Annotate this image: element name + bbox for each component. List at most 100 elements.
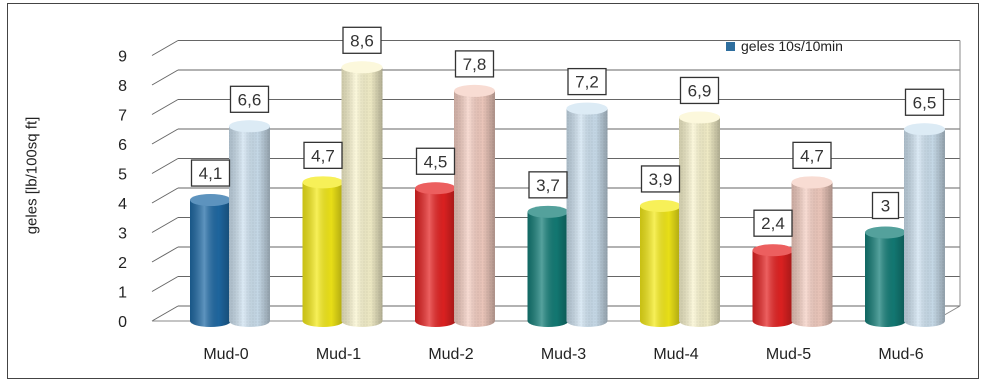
- data-label-series2: 4,7: [792, 141, 832, 170]
- y-tick-label: 7: [118, 108, 127, 125]
- gridline-depth: [151, 99, 179, 115]
- data-label-series1-text: 4,5: [424, 152, 448, 171]
- legend-label: geles 10s/10min: [741, 38, 843, 54]
- bar-series1: [302, 176, 344, 327]
- x-tick-label: Mud-6: [878, 346, 923, 363]
- data-label-series2: 6,5: [904, 88, 945, 116]
- data-label-series2-text: 7,8: [463, 55, 487, 74]
- data-label-series1-box: [528, 171, 568, 199]
- data-label-series2-text: 4,7: [800, 146, 824, 165]
- data-label-series1-box: [190, 159, 231, 187]
- bar-series1: [190, 194, 231, 327]
- data-label-series2-box: [229, 85, 270, 113]
- bar-series1-cap: [752, 244, 794, 257]
- bar-series1: [640, 199, 681, 327]
- bar-series1-shade: [640, 205, 681, 327]
- bar-series2-shade: [454, 90, 495, 328]
- data-label-series2-text: 6,9: [688, 81, 712, 100]
- data-label-series2-text: 6,5: [913, 93, 937, 112]
- bar-series2-cap: [904, 123, 945, 136]
- x-tick-label: Mud-4: [653, 346, 698, 363]
- bar-series2: [454, 84, 495, 328]
- data-label-series2-box: [567, 67, 607, 96]
- bar-series2-cap-highlight: [566, 102, 608, 115]
- bar-series1-shade: [527, 211, 569, 327]
- bar-series2: [904, 123, 945, 327]
- data-label-series1: 3: [871, 191, 900, 220]
- data-label-series2: 7,2: [567, 67, 607, 96]
- bar-series2-shade: [904, 129, 945, 327]
- data-label-series1: 4,5: [415, 147, 456, 175]
- data-label-series2-box: [904, 88, 945, 116]
- gridline-depth: [151, 305, 179, 322]
- x-tick-label: Mud-1: [316, 346, 361, 363]
- bar-series1-cap: [527, 205, 569, 218]
- bar-series1-shade: [865, 232, 906, 327]
- bar-series1-cap: [415, 182, 456, 195]
- bar-series1-cap-highlight: [752, 244, 794, 257]
- y-tick-label: 8: [118, 78, 127, 95]
- x-tick-label: Mud-2: [428, 346, 473, 363]
- bar-series1-cap-highlight: [865, 226, 906, 239]
- y-tick-label: 3: [118, 226, 127, 243]
- bar-series2: [341, 61, 383, 327]
- gridline-depth: [151, 217, 179, 233]
- bar-series2: [566, 102, 608, 327]
- data-label-series1-box: [871, 191, 900, 220]
- bar-series1: [752, 244, 794, 327]
- gridline-depth: [151, 187, 179, 204]
- bar-series2-cap-highlight: [904, 123, 945, 136]
- bar-series1-cap-highlight: [640, 199, 681, 212]
- bar-series1-cap-highlight: [190, 194, 231, 207]
- data-label-series2-box: [679, 76, 720, 105]
- data-label-series1-text: 2,4: [761, 214, 785, 233]
- y-tick-label: 2: [118, 255, 127, 272]
- bar-series2-cap-highlight: [229, 120, 270, 133]
- gridline-depth: [151, 69, 179, 86]
- data-label-series1-box: [640, 165, 681, 193]
- data-label-series2-box: [454, 50, 495, 78]
- bar-series2-cap-highlight: [791, 176, 833, 189]
- y-axis-title: geles [lb/100sq ft]: [12, 60, 52, 290]
- data-label-series1: 4,1: [190, 159, 231, 187]
- x-tick-label: Mud-0: [203, 346, 248, 363]
- data-label-series2: 6,6: [229, 85, 270, 113]
- data-label-series2: 8,6: [342, 26, 382, 54]
- bar-series1: [415, 182, 456, 327]
- data-label-series2-text: 7,2: [575, 73, 599, 92]
- data-label-series2-text: 6,6: [238, 90, 262, 109]
- y-tick-label: 6: [118, 137, 127, 154]
- bar-series1-cap: [190, 194, 231, 207]
- bar-series2-cap: [229, 120, 270, 133]
- bar-series2-cap: [679, 111, 720, 124]
- data-label-series1: 2,4: [753, 209, 793, 237]
- x-tick-label: Mud-3: [541, 346, 586, 363]
- y-tick-label: 0: [118, 314, 127, 331]
- bar-series1-cap-highlight: [415, 182, 456, 195]
- data-label-series2: 7,8: [454, 50, 495, 78]
- data-label-series1-text: 4,1: [199, 164, 223, 183]
- gridline-depth: [151, 128, 179, 145]
- y-tick-label: 1: [118, 285, 127, 302]
- bar-series1: [527, 205, 569, 327]
- bar-series2: [229, 120, 270, 327]
- y-tick-label: 5: [118, 167, 127, 184]
- data-label-series2-box: [792, 141, 832, 170]
- bar-series2-cap: [341, 61, 383, 74]
- bar-series1-shade: [190, 200, 231, 327]
- bar-series1-shade: [415, 188, 456, 327]
- data-label-series1-text: 3,9: [649, 170, 673, 189]
- data-label-series1: 3,7: [528, 171, 568, 199]
- bar-series2-cap-highlight: [679, 111, 720, 124]
- bar-series2-shade: [566, 108, 608, 327]
- x-tick-label: Mud-5: [766, 346, 811, 363]
- bar-series2-cap: [791, 176, 833, 189]
- bar-series2-cap: [566, 102, 608, 115]
- gridline-depth: [151, 246, 179, 263]
- data-label-series1-box: [753, 209, 793, 237]
- bar-series2-shade: [791, 182, 833, 327]
- y-tick-label: 4: [118, 196, 127, 213]
- data-label-series1-text: 3: [881, 197, 890, 216]
- bar-series2: [791, 176, 833, 327]
